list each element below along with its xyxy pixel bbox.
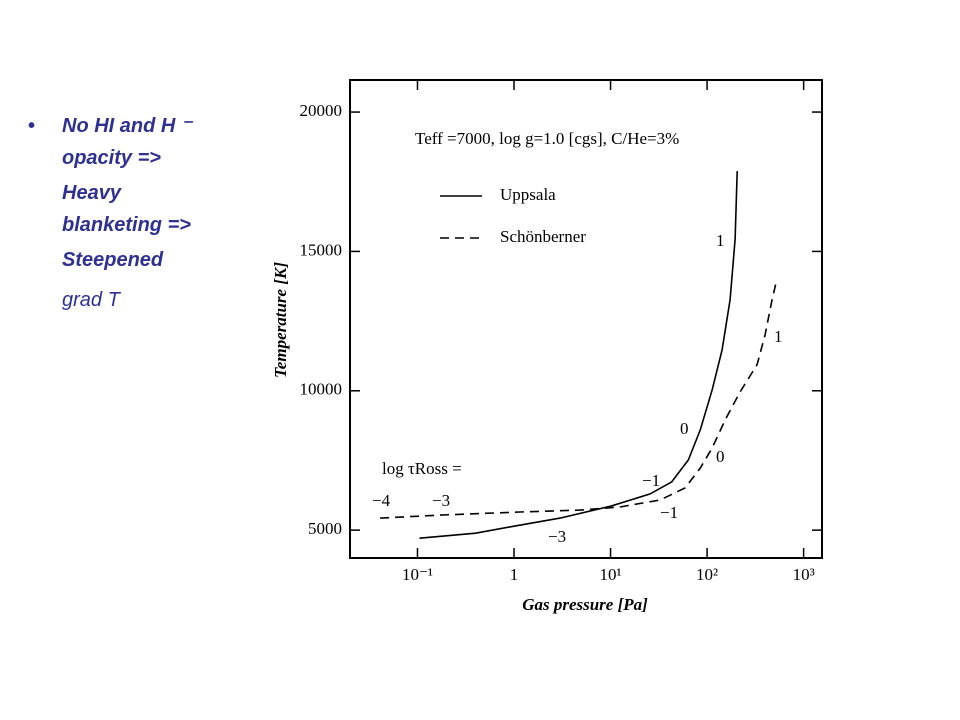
chart-title: Teff =7000, log g=1.0 [cgs], C/He=3% — [415, 129, 679, 148]
tau-annotation: −3 — [548, 527, 566, 546]
tau-annotation: 1 — [716, 231, 725, 250]
y-tick-label: 15000 — [300, 240, 343, 259]
tau-annotation: −3 — [432, 491, 450, 510]
tau-annotation: 1 — [774, 327, 783, 346]
tau-annotation: 0 — [680, 419, 689, 438]
series-line — [419, 171, 738, 539]
legend-label: Uppsala — [500, 185, 556, 204]
tau-annotation: −4 — [372, 491, 391, 510]
x-tick-label: 10² — [696, 565, 718, 584]
plot-frame — [349, 79, 823, 559]
bullet-line: blanketing => — [62, 214, 191, 236]
bullet: • — [28, 115, 35, 137]
bullet-line: Steepened — [62, 249, 164, 271]
series-line — [380, 282, 777, 519]
x-tick-label: 1 — [510, 565, 519, 584]
tau-annotation: −1 — [660, 503, 678, 522]
y-tick-label: 20000 — [300, 101, 343, 120]
tau-label: log τRoss = — [382, 459, 462, 478]
x-axis-label: Gas pressure [Pa] — [522, 595, 648, 614]
y-axis-label: Temperature [K] — [271, 262, 290, 378]
bullet-text: • No HI and H ⁻ opacity => Heavy blanketing… — [28, 115, 194, 311]
chart: Teff =7000, log g=1.0 [cgs], C/He=3% Gas… — [271, 79, 823, 614]
tau-annotation: 0 — [716, 447, 725, 466]
tau-annotation: −1 — [642, 471, 660, 490]
bullet-line: No HI and H ⁻ — [62, 115, 194, 137]
y-tick-label: 5000 — [308, 519, 342, 538]
x-tick-label: 10⁻¹ — [402, 565, 433, 584]
bullet-line: Heavy — [62, 182, 122, 204]
bullet-line: grad T — [62, 289, 122, 311]
bullet-line: opacity => — [62, 147, 161, 169]
y-tick-label: 10000 — [300, 380, 343, 399]
legend-label: Schönberner — [500, 227, 586, 246]
x-tick-label: 10³ — [793, 565, 815, 584]
x-tick-label: 10¹ — [599, 565, 621, 584]
